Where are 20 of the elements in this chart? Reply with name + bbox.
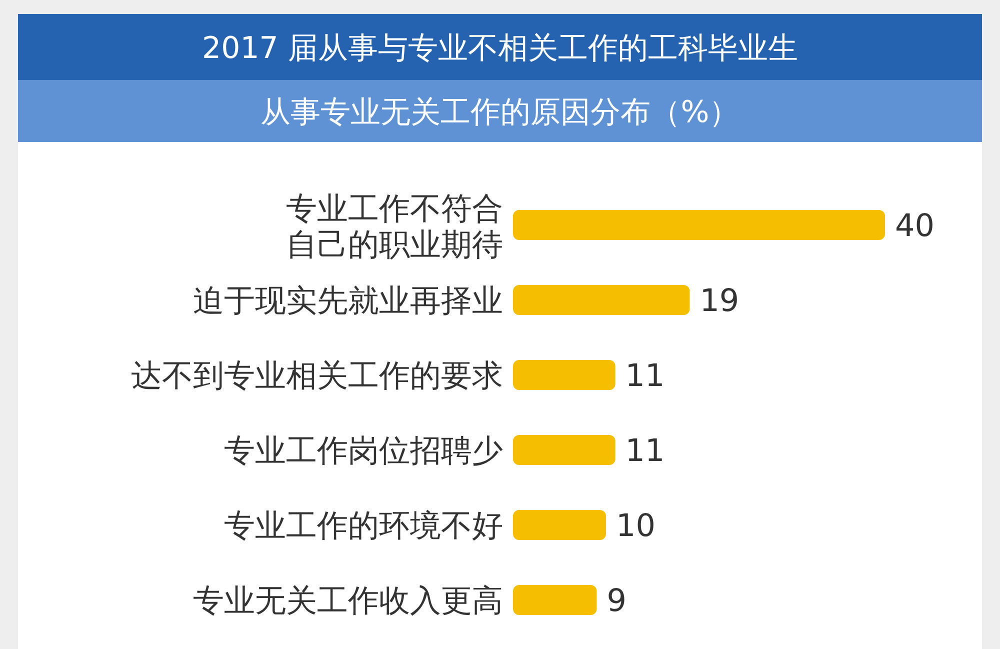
y-tick-label: 专业工作岗位招聘少 bbox=[224, 433, 503, 469]
y-tick-label: 迫于现实先就业再择业 bbox=[193, 283, 503, 319]
data-label: 11 bbox=[625, 358, 665, 394]
data-label: 9 bbox=[606, 583, 626, 619]
bar bbox=[513, 285, 690, 315]
bar bbox=[513, 510, 606, 540]
data-label: 19 bbox=[700, 283, 740, 319]
bar bbox=[513, 435, 616, 465]
data-label: 10 bbox=[616, 508, 656, 544]
y-tick-label: 专业工作不符合自己的职业期待 bbox=[286, 191, 503, 263]
bar bbox=[513, 360, 616, 390]
bar bbox=[513, 585, 597, 615]
data-label: 40 bbox=[895, 208, 934, 244]
bar bbox=[513, 210, 885, 240]
data-label: 11 bbox=[625, 433, 665, 469]
y-tick-label: 达不到专业相关工作的要求 bbox=[131, 358, 503, 394]
y-tick-label: 专业无关工作收入更高 bbox=[193, 583, 503, 619]
chart-title: 2017 届从事与专业不相关工作的工科毕业生 bbox=[202, 31, 798, 66]
y-tick-label: 专业工作的环境不好 bbox=[224, 508, 503, 544]
chart-subtitle: 从事专业无关工作的原因分布（%） bbox=[260, 95, 740, 130]
